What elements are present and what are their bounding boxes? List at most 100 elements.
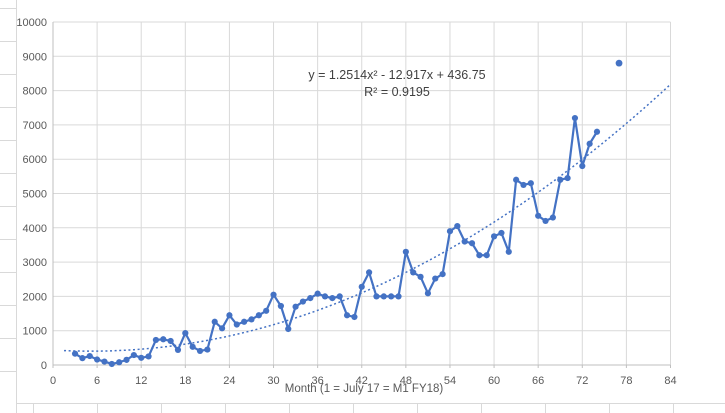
y-tick-label: 2000 [23, 291, 47, 303]
data-point-marker[interactable] [160, 336, 167, 343]
data-point-marker[interactable] [586, 140, 593, 147]
data-point-marker[interactable] [94, 356, 101, 363]
equation-text: y = 1.2514x² - 12.917x + 436.75 [308, 68, 486, 82]
data-point-marker[interactable] [299, 298, 307, 305]
y-tick-label: 6000 [23, 154, 47, 166]
data-point-marker[interactable] [79, 355, 86, 362]
data-point-marker[interactable] [292, 303, 299, 310]
data-point-marker[interactable] [241, 318, 248, 325]
data-point-marker[interactable] [542, 217, 549, 225]
data-point-marker[interactable] [520, 181, 527, 189]
data-point-marker[interactable] [424, 290, 432, 297]
data-point-marker[interactable] [189, 343, 196, 350]
data-point-marker[interactable] [145, 353, 152, 360]
data-point-marker[interactable] [123, 356, 130, 363]
data-series-markers[interactable] [71, 114, 601, 368]
data-point-marker[interactable] [454, 222, 461, 230]
x-tick-label: 18 [179, 375, 191, 387]
data-point-marker[interactable] [557, 176, 564, 183]
data-point-marker[interactable] [513, 176, 520, 183]
data-point-marker[interactable] [196, 347, 204, 355]
data-point-marker[interactable] [490, 233, 498, 240]
data-point-marker[interactable] [152, 336, 160, 344]
data-point-marker[interactable] [321, 293, 329, 300]
trendline[interactable] [64, 83, 672, 352]
data-point-marker[interactable] [86, 352, 93, 360]
y-tick-label: 7000 [23, 120, 47, 132]
data-point-marker[interactable] [130, 351, 137, 359]
y-axis-tick-labels: 0 1000 2000 3000 4000 5000 6000 7000 8000 9000 100… [16, 17, 47, 372]
x-gridlines [96, 22, 671, 365]
data-point-marker[interactable] [116, 359, 123, 366]
data-point-marker[interactable] [307, 295, 314, 302]
data-point-marker[interactable] [593, 128, 601, 135]
data-point-marker[interactable] [535, 212, 542, 219]
data-point-marker[interactable] [167, 337, 174, 345]
y-tick-label: 4000 [23, 223, 47, 235]
data-point-marker[interactable] [108, 360, 115, 368]
y-tick-label: 5000 [23, 189, 47, 201]
data-point-marker[interactable] [329, 295, 336, 302]
data-point-marker[interactable] [174, 346, 182, 354]
data-point-marker[interactable] [343, 312, 351, 319]
data-point-marker[interactable] [138, 354, 145, 361]
data-point-marker[interactable] [417, 273, 424, 280]
data-point-marker[interactable] [388, 293, 395, 300]
data-point-marker[interactable] [395, 293, 402, 300]
data-point-marker[interactable] [285, 325, 292, 333]
x-axis-title[interactable]: Month (1 = July 17 = M1 FY18) [284, 383, 444, 395]
y-tick-label: 9000 [23, 51, 47, 63]
data-point-marker[interactable] [351, 313, 358, 321]
x-tick-label: 54 [444, 375, 456, 387]
data-point-marker[interactable] [204, 346, 211, 353]
data-point-marker[interactable] [527, 180, 534, 187]
data-series-line[interactable] [73, 116, 599, 366]
y-tick-label: 8000 [23, 86, 47, 98]
data-point-marker[interactable] [255, 312, 262, 319]
y-tick-label: 1000 [23, 326, 47, 338]
data-point-marker[interactable] [336, 293, 343, 300]
data-point-marker[interactable] [182, 330, 189, 337]
trendline-equation-label[interactable]: y = 1.2514x² - 12.917x + 436.75 R² = 0.9… [281, 67, 513, 101]
data-point-marker[interactable] [483, 252, 490, 259]
data-point-marker[interactable] [579, 162, 586, 170]
data-point-marker[interactable] [373, 293, 380, 300]
data-point-marker[interactable] [380, 293, 387, 300]
data-point-marker[interactable] [468, 240, 476, 247]
data-point-marker[interactable] [211, 318, 218, 325]
data-point-marker[interactable] [505, 248, 512, 255]
data-point-marker[interactable] [314, 290, 321, 297]
data-point-marker[interactable] [366, 269, 373, 276]
data-point-marker[interactable] [402, 248, 409, 255]
data-point-marker[interactable] [549, 214, 556, 221]
data-point-marker[interactable] [263, 307, 270, 314]
data-point-marker[interactable] [461, 238, 468, 245]
data-point-marker[interactable] [358, 283, 365, 290]
data-point-marker[interactable] [233, 321, 240, 328]
data-point-marker[interactable] [248, 316, 255, 323]
data-point-marker[interactable] [101, 358, 108, 365]
data-point-marker[interactable] [410, 269, 417, 276]
data-point-marker[interactable] [476, 252, 483, 259]
data-point-marker[interactable] [571, 114, 579, 122]
outlier-data-point[interactable] [615, 59, 623, 67]
data-point-marker[interactable] [226, 312, 233, 319]
data-point-marker[interactable] [564, 174, 571, 182]
axes [52, 22, 671, 368]
data-point-marker[interactable] [71, 350, 79, 357]
y-tick-label: 10000 [16, 17, 47, 29]
x-tick-label: 12 [135, 375, 147, 387]
data-point-marker[interactable] [270, 291, 277, 298]
data-point-marker[interactable] [439, 271, 446, 278]
data-point-marker[interactable] [498, 229, 505, 237]
data-point-marker[interactable] [277, 302, 284, 310]
r-squared-text: R² = 0.9195 [364, 85, 430, 99]
data-point-marker[interactable] [218, 325, 226, 332]
x-tick-label: 30 [267, 375, 279, 387]
data-point-marker[interactable] [446, 228, 454, 235]
data-point-marker[interactable] [432, 275, 439, 282]
x-tick-label: 60 [488, 375, 500, 387]
x-tick-label: 0 [50, 375, 56, 387]
